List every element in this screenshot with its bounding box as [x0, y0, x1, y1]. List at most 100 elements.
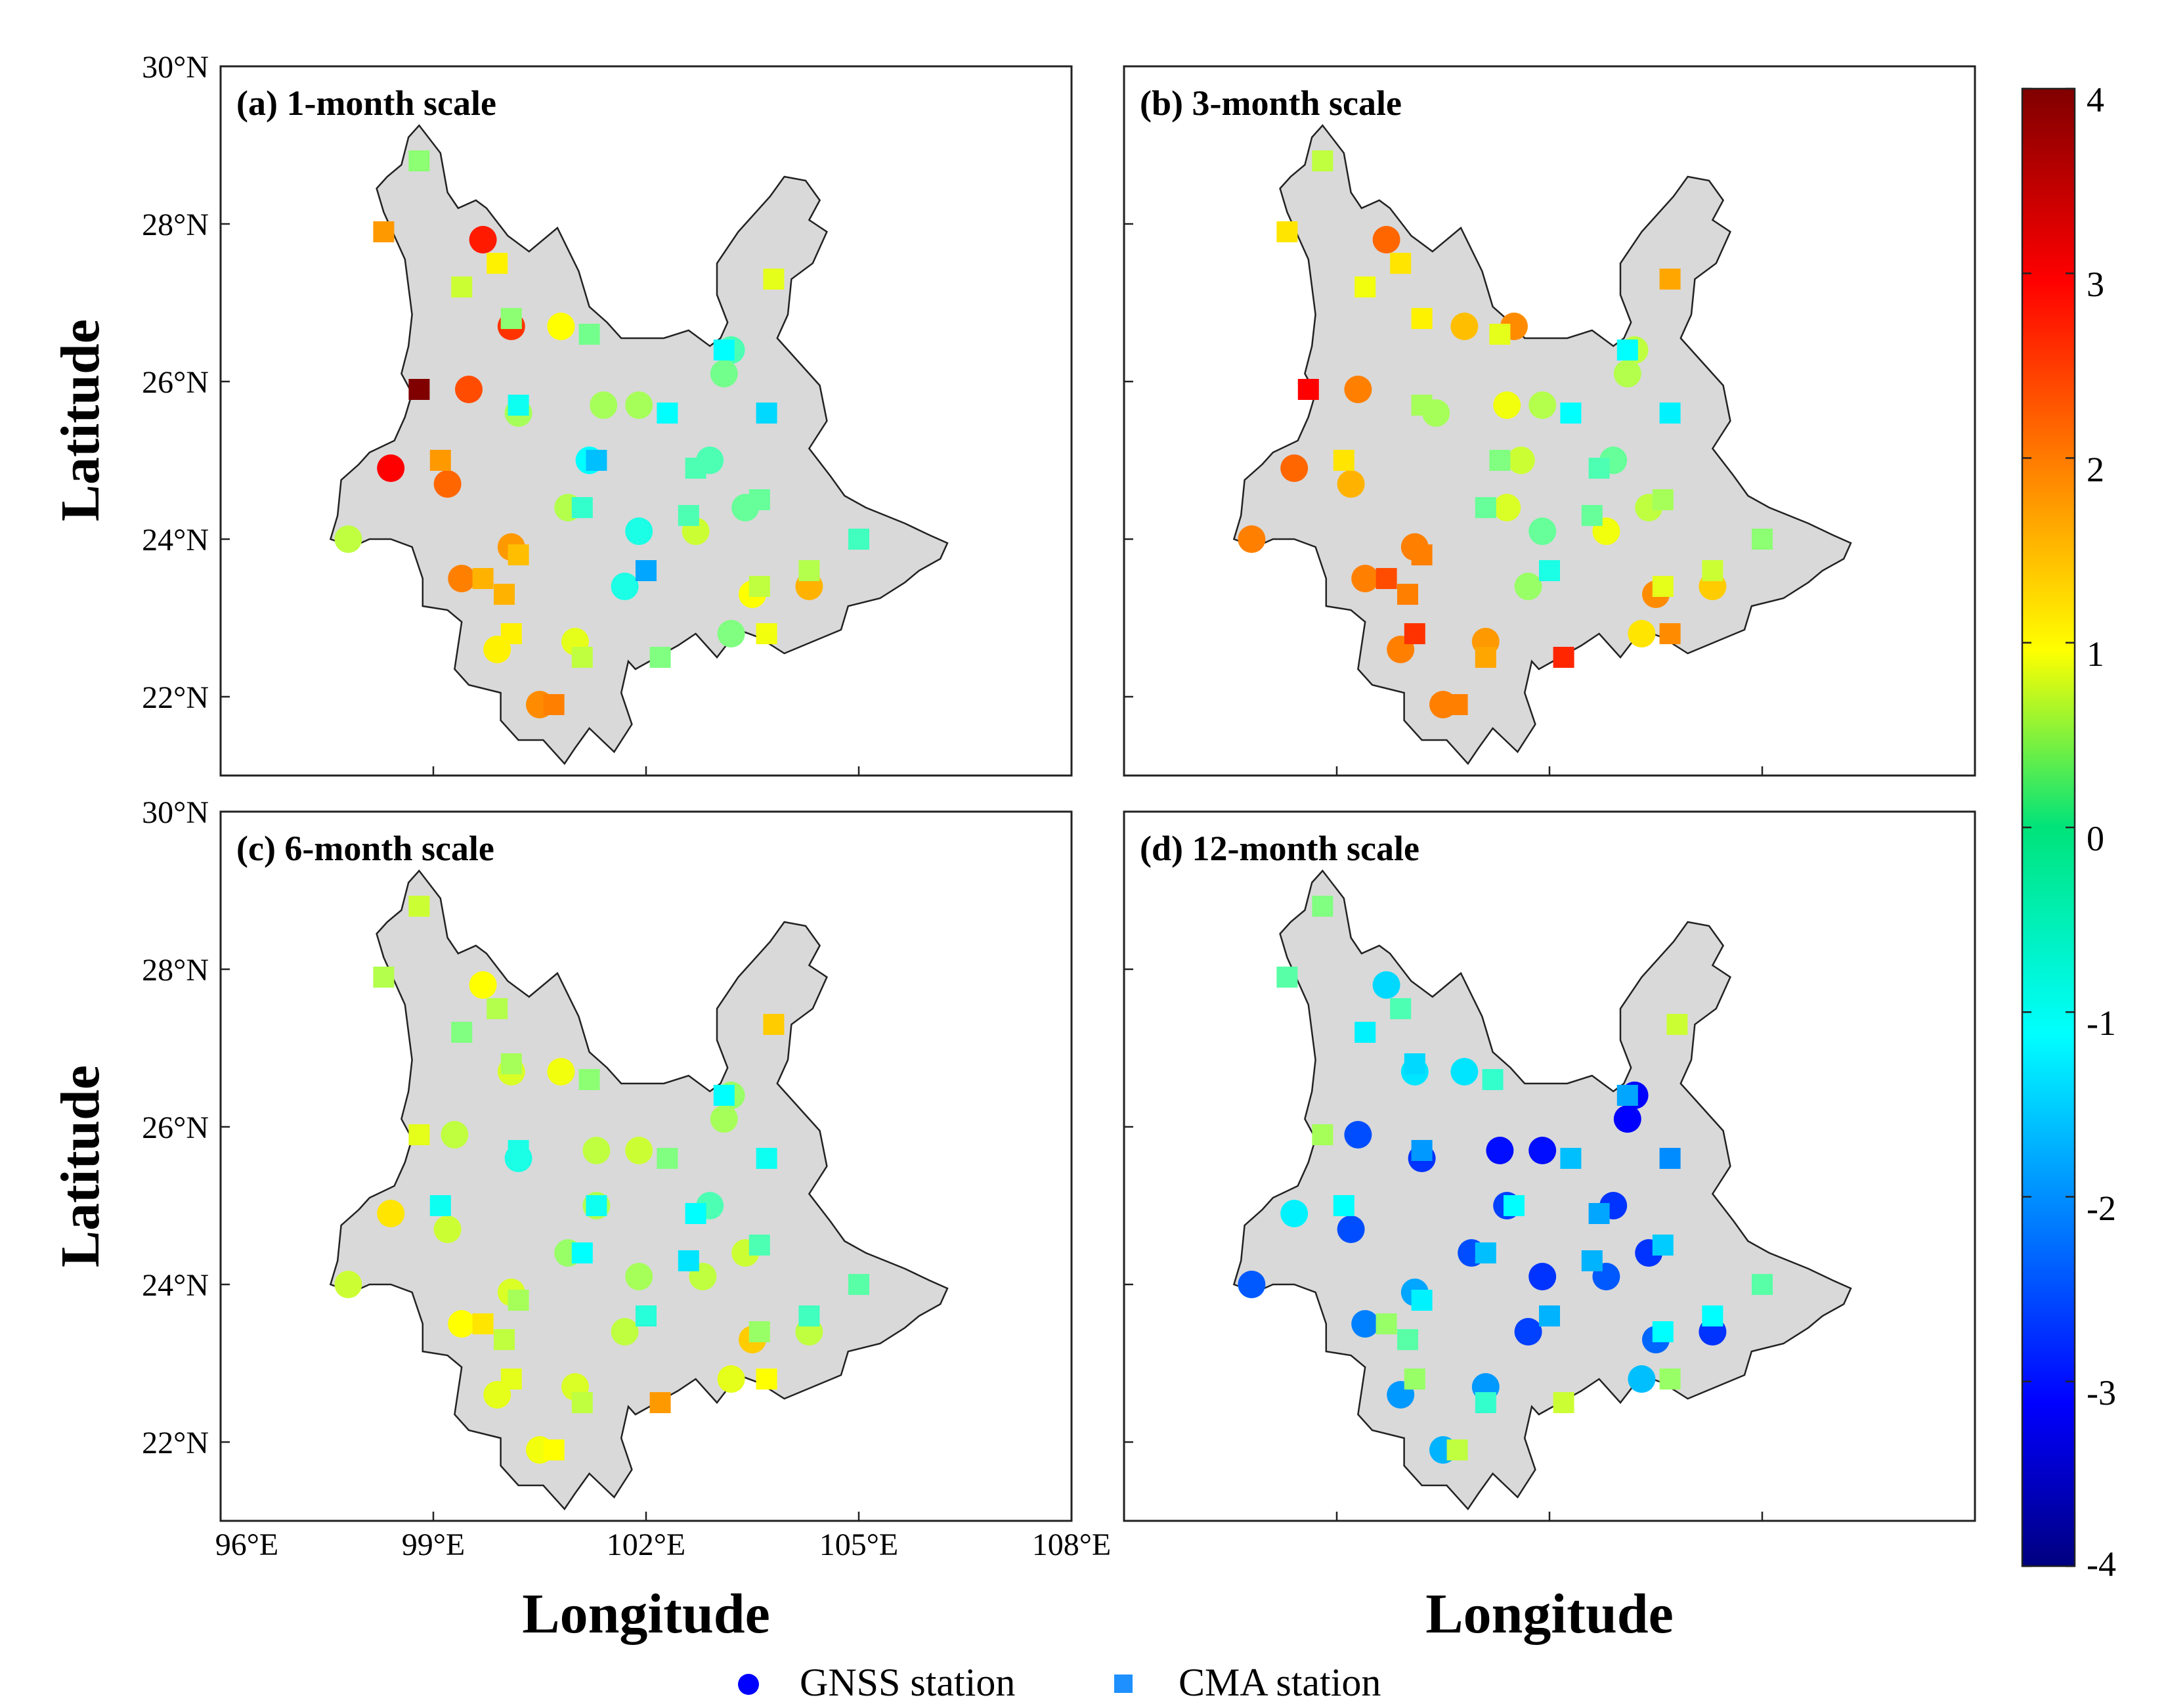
y-tick-label: 22°N — [142, 680, 209, 715]
x-axis-label-right: Longitude — [1425, 1582, 1674, 1645]
cma-station-marker — [500, 1053, 522, 1074]
cma-station-marker — [1390, 998, 1412, 1019]
cma-station-marker — [451, 1022, 473, 1043]
cma-station-marker — [487, 253, 508, 274]
gnss-station-marker — [441, 1121, 469, 1149]
cma-station-marker — [685, 1203, 706, 1224]
cma-station-marker — [1652, 1235, 1674, 1256]
cma-station-marker — [1312, 150, 1333, 171]
panel-d-ticks — [1123, 810, 1976, 1521]
panel-d-markers — [1238, 896, 1773, 1464]
y-tick-label: 30°N — [142, 795, 209, 830]
cma-station-marker — [756, 623, 777, 644]
gnss-station-marker — [710, 1105, 738, 1133]
cma-station-marker — [713, 1085, 735, 1106]
panel-d: (d) 12-month scale — [1123, 810, 1976, 1522]
cma-station-marker — [1446, 694, 1468, 715]
gnss-station-marker — [625, 1137, 653, 1164]
y-tick-label: 28°N — [142, 208, 209, 242]
cma-station-marker — [1659, 403, 1681, 424]
cma-station-marker — [1659, 269, 1681, 290]
colorbar-ticks — [2022, 87, 2075, 1567]
cma-station-marker — [1411, 1140, 1433, 1161]
cma-station-marker — [1659, 1369, 1681, 1390]
gnss-station-marker — [1337, 470, 1365, 498]
cma-station-marker — [848, 1274, 869, 1295]
gnss-station-marker — [1450, 313, 1479, 340]
panel-c-x-tick-labels: 96°E 99°E 102°E 105°E 108°E — [215, 1527, 1112, 1562]
gnss-station-marker — [1372, 226, 1400, 253]
gnss-station-marker — [1613, 1105, 1641, 1133]
cma-station-marker — [1404, 1369, 1425, 1390]
cma-station-marker — [763, 1014, 785, 1035]
gnss-station-marker — [1493, 391, 1521, 419]
y-tick-label: 24°N — [142, 523, 209, 558]
gnss-station-marker — [1528, 1263, 1557, 1290]
cma-station-marker — [1390, 253, 1412, 274]
gnss-station-marker — [625, 391, 653, 419]
colorbar-tick-label: -2 — [2087, 1189, 2116, 1228]
gnss-station-marker — [625, 1263, 653, 1290]
y-tick-label: 28°N — [142, 953, 209, 988]
cma-station-marker — [408, 150, 430, 171]
gnss-station-marker — [1372, 971, 1400, 999]
y-tick-label: 26°N — [142, 1110, 209, 1145]
y-tick-label: 26°N — [142, 365, 209, 400]
colorbar-tick-label: -1 — [2087, 1003, 2116, 1043]
gnss-station-marker — [1514, 1318, 1542, 1346]
gnss-station-marker — [625, 517, 653, 545]
cma-station-marker — [636, 560, 657, 581]
gnss-station-marker — [1351, 1310, 1379, 1338]
cma-station-marker — [571, 1242, 593, 1263]
cma-station-marker — [685, 458, 706, 479]
cma-station-marker — [500, 623, 522, 644]
cma-station-marker — [1489, 324, 1511, 345]
cma-station-marker — [1276, 221, 1298, 242]
cma-station-marker — [1702, 560, 1723, 581]
cma-station-marker — [508, 1140, 529, 1161]
x-tick-label: 99°E — [402, 1527, 466, 1562]
cma-station-marker — [1482, 1069, 1504, 1090]
panel-c-title: (c) 6-month scale — [236, 829, 494, 868]
cma-station-marker — [1581, 505, 1603, 526]
cma-station-marker — [1312, 1124, 1333, 1145]
gnss-station-marker — [717, 620, 745, 647]
cma-station-marker — [756, 1148, 777, 1169]
legend: GNSS station CMA station — [738, 1661, 1381, 1704]
gnss-station-marker — [1486, 1137, 1514, 1164]
gnss-station-marker — [1344, 376, 1372, 403]
cma-station-marker — [1504, 1195, 1525, 1216]
panel-a-y-tick-labels: 30°N 28°N 26°N 24°N 22°N — [142, 50, 209, 715]
gnss-station-marker — [1514, 573, 1542, 600]
panel-b: (b) 3-month scale — [1123, 65, 1976, 777]
yunnan-outline-b — [1232, 124, 1852, 766]
gnss-station-marker — [1280, 454, 1309, 482]
cma-station-marker — [1553, 647, 1574, 668]
cma-station-marker — [1539, 1305, 1560, 1326]
gnss-station-marker — [1493, 494, 1521, 521]
gnss-station-marker — [717, 1365, 745, 1393]
cma-station-marker — [1666, 1014, 1688, 1035]
cma-station-marker — [500, 308, 522, 329]
cma-station-marker — [848, 529, 869, 550]
cma-station-marker — [1475, 1392, 1496, 1413]
cma-station-marker — [1475, 497, 1496, 518]
cma-station-marker — [1652, 576, 1674, 597]
cma-station-marker — [1354, 276, 1376, 297]
gnss-station-marker — [710, 360, 738, 387]
gnss-station-marker — [433, 1215, 462, 1243]
cma-station-marker — [1553, 1392, 1574, 1413]
cma-station-marker — [1652, 489, 1674, 510]
panel-a-title: (a) 1-month scale — [236, 83, 496, 123]
cma-station-marker — [1581, 1250, 1603, 1271]
colorbar-tick-label: 3 — [2087, 265, 2104, 304]
gnss-station-marker — [469, 226, 497, 253]
yunnan-outline-a — [329, 124, 949, 766]
cma-station-marker — [678, 1250, 699, 1271]
yunnan-outline-c — [329, 869, 949, 1511]
cma-station-marker — [1616, 339, 1638, 361]
gnss-station-marker — [547, 1058, 575, 1085]
legend-cma-label: CMA station — [1179, 1661, 1381, 1704]
cma-station-marker — [571, 497, 593, 518]
